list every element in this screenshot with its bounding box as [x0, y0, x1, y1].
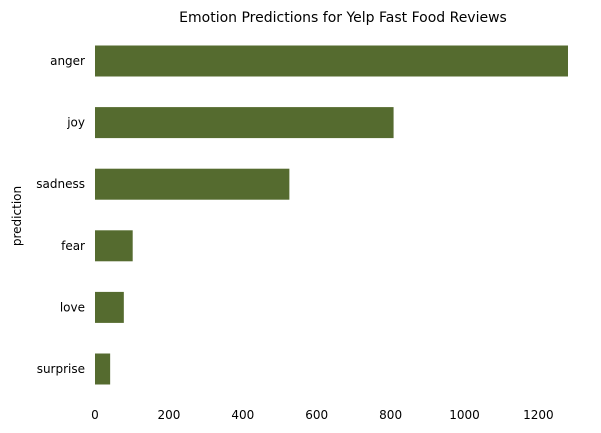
y-tick-label-anger: anger: [50, 54, 85, 68]
bar-love: [95, 291, 124, 323]
bar-anger: [95, 45, 568, 77]
x-tick-label-200: 200: [157, 408, 180, 422]
y-axis-label: prediction: [10, 186, 24, 246]
x-tick-label-400: 400: [231, 408, 254, 422]
y-tick-label-fear: fear: [61, 239, 85, 253]
y-tick-label-love: love: [60, 300, 85, 314]
y-tick-labels: anger joy sadness fear love surprise: [36, 54, 85, 376]
x-tick-labels: 0 200 400 600 800 1000 1200: [91, 408, 554, 422]
bar-sadness: [95, 168, 290, 200]
bar-surprise: [95, 353, 111, 385]
y-tick-label-surprise: surprise: [37, 362, 85, 376]
x-tick-label-600: 600: [305, 408, 328, 422]
bar-fear: [95, 230, 133, 262]
chart-title: Emotion Predictions for Yelp Fast Food R…: [179, 10, 507, 26]
x-tick-label-1200: 1200: [523, 408, 554, 422]
y-tick-label-sadness: sadness: [36, 177, 85, 191]
y-tick-label-joy: joy: [66, 116, 85, 130]
bars-group: [95, 45, 568, 385]
bar-joy: [95, 107, 394, 139]
x-tick-label-0: 0: [91, 408, 99, 422]
x-tick-label-800: 800: [379, 408, 402, 422]
x-tick-label-1000: 1000: [449, 408, 480, 422]
